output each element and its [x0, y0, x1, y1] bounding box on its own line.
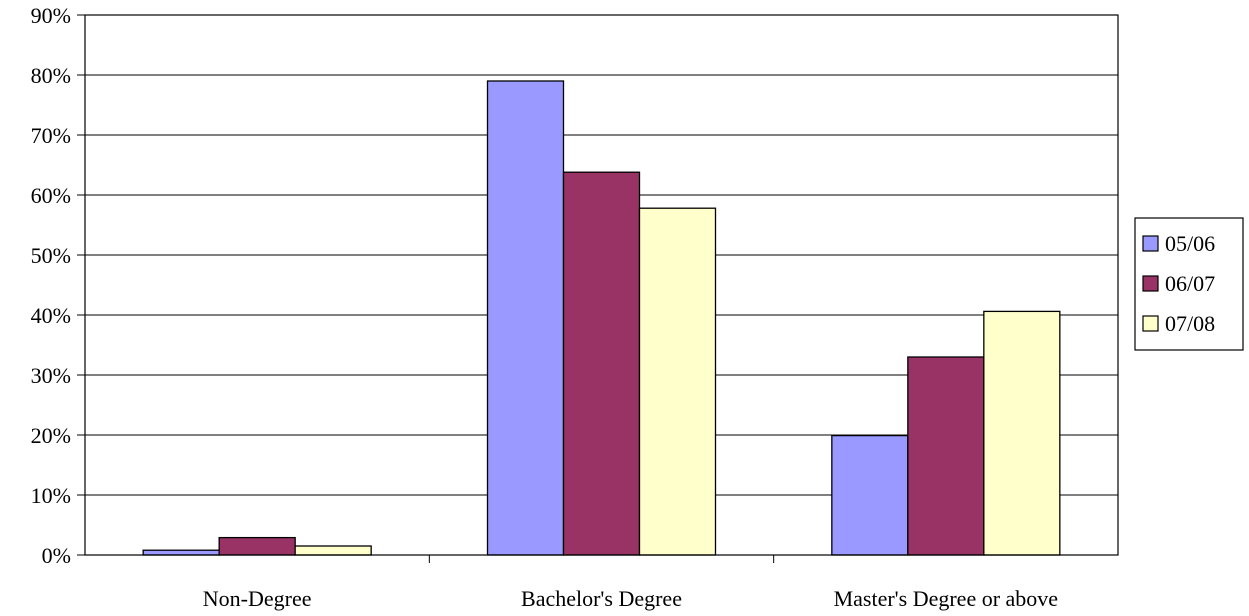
bars	[142, 80, 1061, 556]
legend-swatch	[1142, 235, 1159, 252]
bar-2-1	[218, 536, 296, 556]
legend-label: 05/06	[1165, 231, 1215, 256]
bar-1-3	[831, 434, 909, 556]
y-tick-label: 10%	[31, 483, 71, 508]
plot-area-frame	[84, 14, 1119, 556]
bar-1-1	[142, 549, 220, 556]
legend-swatch	[1142, 275, 1159, 292]
x-axis-categories: Non-Degree Bachelor's Degree Master's Degr…	[203, 586, 1058, 611]
category-label: Master's Degree or above	[834, 586, 1058, 611]
y-tick-label: 30%	[31, 363, 71, 388]
y-tick-label: 60%	[31, 183, 71, 208]
legend-label: 06/07	[1165, 271, 1215, 296]
legend-swatch	[1142, 315, 1159, 332]
bar-3-2	[638, 207, 717, 556]
y-tick-label: 80%	[31, 63, 71, 88]
bar-3-3	[983, 310, 1061, 556]
category-label: Non-Degree	[203, 586, 312, 611]
y-axis-ticks: 0% 10% 20% 30% 40% 50% 60% 70% 80% 90%	[31, 3, 775, 568]
y-tick-label: 90%	[31, 3, 71, 28]
y-tick-label: 70%	[31, 123, 71, 148]
y-tick-label: 40%	[31, 303, 71, 328]
legend: 05/06 06/07 07/08	[1134, 217, 1244, 351]
y-tick-label: 50%	[31, 243, 71, 268]
bar-2-2	[562, 171, 641, 556]
bar-3-1	[294, 545, 372, 556]
bar-1-2	[486, 80, 565, 556]
y-tick-label: 0%	[42, 543, 71, 568]
category-label: Bachelor's Degree	[521, 586, 682, 611]
legend-label: 07/08	[1165, 311, 1215, 336]
y-tick-label: 20%	[31, 423, 71, 448]
bar-2-3	[907, 356, 985, 556]
